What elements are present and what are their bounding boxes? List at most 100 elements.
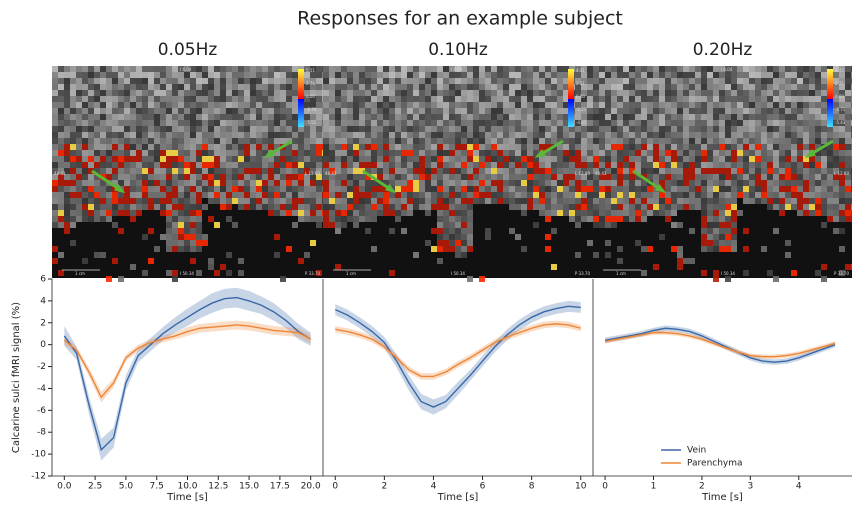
pixel (467, 138, 473, 144)
pixel (701, 168, 707, 174)
pixel (827, 180, 833, 186)
pixel (491, 114, 497, 120)
pixel (256, 102, 262, 108)
pixel (689, 162, 695, 168)
pixel (701, 186, 707, 192)
pixel (268, 96, 274, 102)
pixel (437, 96, 443, 102)
pixel (431, 162, 437, 168)
pixel (208, 96, 214, 102)
pixel (292, 144, 298, 150)
pixel (160, 234, 166, 240)
pixel (335, 180, 341, 186)
pixel (461, 246, 467, 252)
pixel (112, 96, 118, 102)
pixel (443, 132, 449, 138)
pixel (527, 108, 533, 114)
pixel (845, 186, 851, 192)
pixel (142, 102, 148, 108)
pixel (166, 198, 172, 204)
pixel (689, 96, 695, 102)
pixel (214, 150, 220, 156)
pixel (154, 78, 160, 84)
pixel (413, 204, 419, 210)
pixel (641, 246, 647, 252)
pixel (329, 204, 335, 210)
pixel (605, 240, 611, 246)
pixel (473, 156, 479, 162)
pixel (413, 198, 419, 204)
pixel (689, 120, 695, 126)
pixel (52, 96, 58, 102)
pixel (809, 210, 815, 216)
pixel (659, 108, 665, 114)
pixel (353, 180, 359, 186)
pixel (803, 174, 809, 180)
pixel (70, 156, 76, 162)
pixel (226, 186, 232, 192)
pixel (262, 144, 268, 150)
pixel (605, 192, 611, 198)
pixel (455, 186, 461, 192)
pixel (761, 246, 767, 252)
pixel (695, 186, 701, 192)
pixel (64, 102, 70, 108)
pixel (587, 198, 593, 204)
pixel (755, 126, 761, 132)
pixel (262, 186, 268, 192)
pixel (184, 90, 190, 96)
pixel (58, 198, 64, 204)
pixel (178, 174, 184, 180)
pixel (178, 114, 184, 120)
pixel (653, 210, 659, 216)
pixel (671, 120, 677, 126)
pixel (431, 84, 437, 90)
pixel (683, 84, 689, 90)
pixel (322, 120, 323, 126)
pixel (491, 108, 497, 114)
pixel (298, 174, 304, 180)
image-label: 1 cm (75, 271, 85, 276)
pixel (58, 102, 64, 108)
pixel (130, 198, 136, 204)
pixel (545, 162, 551, 168)
pixel (202, 150, 208, 156)
pixel (485, 90, 491, 96)
pixel (755, 78, 761, 84)
pixel (371, 210, 377, 216)
pixel (605, 144, 611, 150)
pixel (112, 192, 118, 198)
pixel (274, 90, 280, 96)
pixel (274, 192, 280, 198)
pixel (220, 264, 226, 270)
pixel (383, 120, 389, 126)
pixel (677, 144, 683, 150)
colorbar-label: 2.76 (306, 81, 315, 86)
pixel (100, 144, 106, 150)
pixel (268, 66, 274, 72)
pixel (413, 78, 419, 84)
pixel (539, 132, 545, 138)
pixel (515, 66, 521, 72)
pixel (437, 102, 443, 108)
pixel (407, 144, 413, 150)
pixel (617, 174, 623, 180)
pixel (707, 192, 713, 198)
pixel (118, 72, 124, 78)
pixel (130, 168, 136, 174)
pixel (112, 90, 118, 96)
pixel (611, 216, 617, 222)
pixel (641, 162, 647, 168)
pixel (76, 120, 82, 126)
pixel (581, 180, 587, 186)
pixel (274, 108, 280, 114)
pixel (106, 192, 112, 198)
pixel (130, 174, 136, 180)
pixel (821, 222, 827, 228)
pixel (347, 78, 353, 84)
pixel (190, 132, 196, 138)
pixel (142, 156, 148, 162)
pixel (304, 180, 310, 186)
pixel (250, 132, 256, 138)
pixel (202, 114, 208, 120)
